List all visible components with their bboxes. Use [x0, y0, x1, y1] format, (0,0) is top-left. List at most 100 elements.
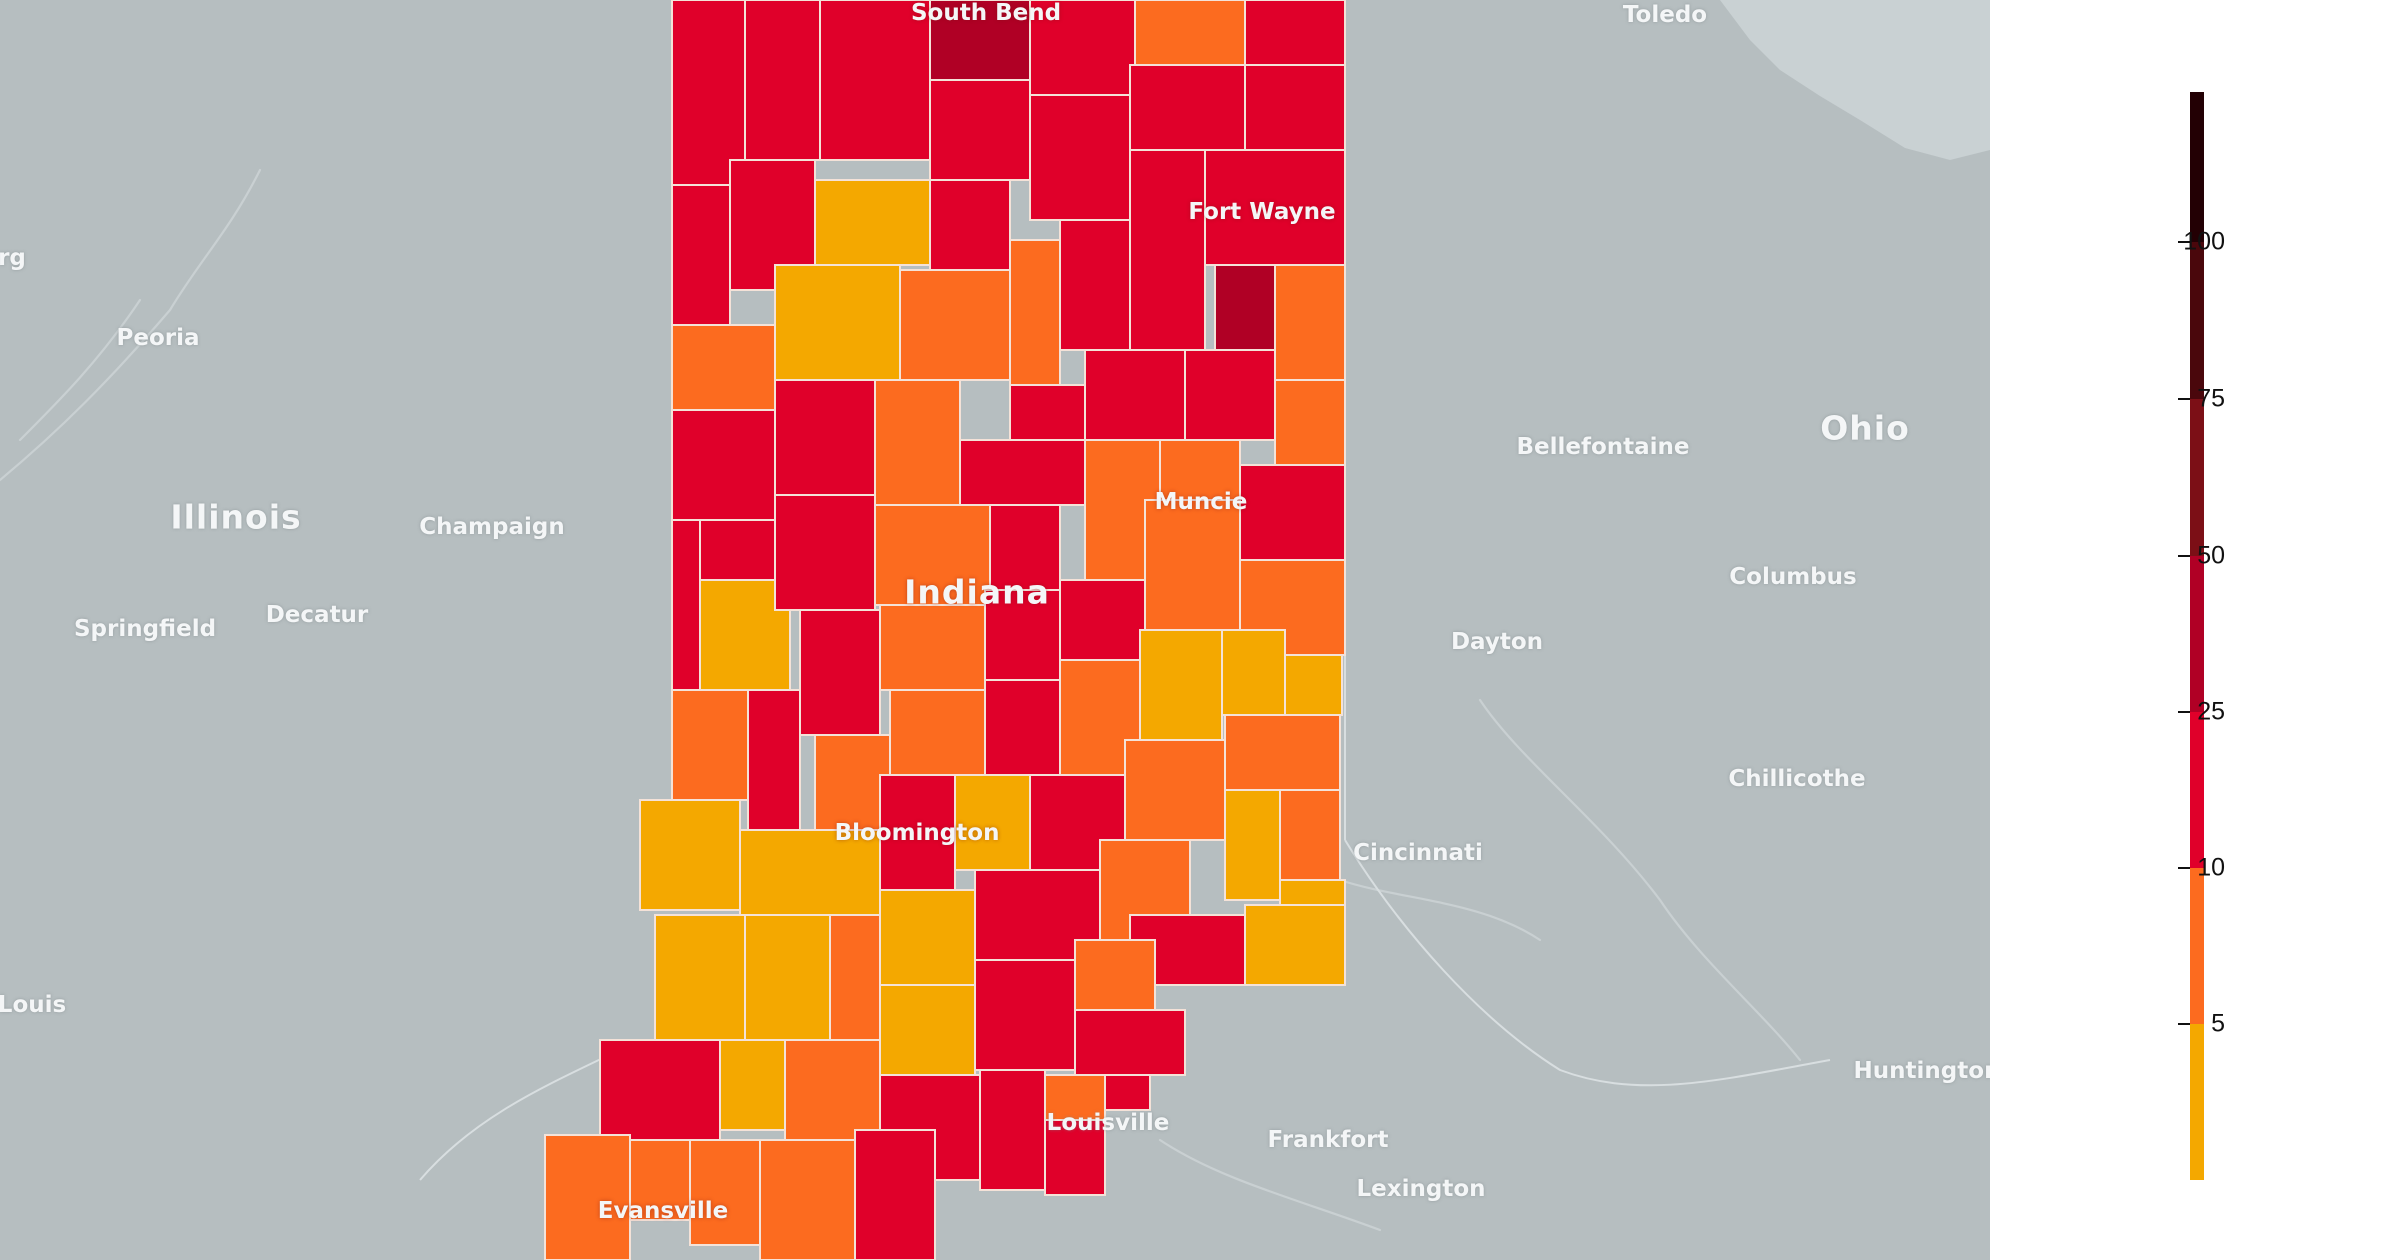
- city-label-frankfort: Frankfort: [1267, 1127, 1389, 1153]
- county-region[interactable]: [699, 519, 776, 581]
- county-region[interactable]: [1284, 654, 1343, 716]
- choropleth-map[interactable]: [0, 0, 1990, 1260]
- county-region[interactable]: [874, 379, 961, 506]
- county-region[interactable]: [1139, 629, 1223, 741]
- county-region[interactable]: [671, 184, 731, 326]
- county-region[interactable]: [1074, 1009, 1186, 1076]
- county-region[interactable]: [959, 439, 1086, 506]
- legend-tick-label: 25: [2197, 697, 2225, 726]
- state-label-illinois: Illinois: [170, 497, 302, 537]
- city-label-columbus: Columbus: [1729, 564, 1857, 590]
- county-region[interactable]: [639, 799, 741, 911]
- county-region[interactable]: [774, 494, 876, 611]
- county-region[interactable]: [1144, 499, 1241, 631]
- legend-bin: [2190, 399, 2204, 556]
- county-region[interactable]: [1244, 904, 1346, 986]
- legend-tick-label: 10: [2197, 853, 2225, 882]
- river-line: [1158, 1138, 1382, 1232]
- county-region[interactable]: [1059, 579, 1146, 661]
- legend-tick-label: 50: [2197, 541, 2225, 570]
- city-label-huntington: Huntington: [1853, 1058, 1990, 1084]
- county-region[interactable]: [671, 409, 776, 521]
- county-region[interactable]: [1104, 1074, 1151, 1111]
- county-region[interactable]: [671, 519, 701, 691]
- county-region[interactable]: [979, 1069, 1046, 1191]
- county-region[interactable]: [1224, 789, 1281, 901]
- lake-erie-water: [1720, 0, 1990, 160]
- county-region[interactable]: [719, 1039, 786, 1131]
- river-line: [1478, 698, 1802, 1062]
- rivers-and-borders: [0, 0, 1831, 1232]
- county-region[interactable]: [774, 264, 901, 381]
- county-region[interactable]: [1134, 0, 1246, 66]
- river-line: [1338, 878, 1542, 942]
- county-region[interactable]: [744, 914, 831, 1041]
- county-region[interactable]: [774, 379, 876, 496]
- county-region[interactable]: [799, 609, 881, 736]
- state-border: [1344, 839, 1831, 1087]
- county-region[interactable]: [889, 689, 986, 776]
- county-region[interactable]: [1059, 219, 1131, 351]
- county-region[interactable]: [1274, 264, 1346, 381]
- county-region[interactable]: [1009, 384, 1086, 441]
- county-region[interactable]: [1084, 349, 1186, 441]
- county-region[interactable]: [879, 604, 986, 691]
- county-region[interactable]: [1239, 464, 1346, 561]
- river-line: [18, 298, 142, 442]
- county-region[interactable]: [879, 889, 976, 986]
- county-region[interactable]: [1129, 149, 1206, 351]
- indiana-counties: [544, 0, 1346, 1260]
- county-region[interactable]: [814, 179, 931, 266]
- county-region[interactable]: [1009, 239, 1061, 386]
- county-region[interactable]: [879, 984, 976, 1076]
- county-region[interactable]: [689, 1139, 761, 1246]
- city-label-louis: Louis: [0, 992, 67, 1018]
- county-region[interactable]: [1124, 739, 1226, 841]
- legend-tick-label: 75: [2197, 384, 2225, 413]
- city-label-chillicothe: Chillicothe: [1728, 766, 1866, 792]
- county-region[interactable]: [1184, 349, 1276, 441]
- county-region[interactable]: [1274, 379, 1346, 466]
- county-region[interactable]: [1244, 64, 1346, 151]
- state-label-ohio: Ohio: [1820, 408, 1910, 448]
- city-label-lexington: Lexington: [1356, 1176, 1486, 1202]
- county-region[interactable]: [759, 1139, 856, 1260]
- county-region[interactable]: [1221, 629, 1286, 716]
- city-label-champaign: Champaign: [419, 514, 565, 540]
- county-region[interactable]: [899, 269, 1011, 381]
- county-region[interactable]: [929, 179, 1011, 271]
- county-region[interactable]: [1074, 939, 1156, 1011]
- county-region[interactable]: [974, 959, 1076, 1071]
- county-region[interactable]: [671, 689, 749, 801]
- county-region[interactable]: [984, 679, 1061, 776]
- county-region[interactable]: [671, 324, 776, 411]
- county-region[interactable]: [544, 1134, 631, 1260]
- county-region[interactable]: [1029, 94, 1131, 221]
- legend-tick-label: 100: [2183, 227, 2225, 256]
- map-panel[interactable]: Illinois Ohio Indiana South Bend Toledo …: [0, 0, 1990, 1260]
- legend-tick-label: 5: [2211, 1009, 2225, 1038]
- county-region[interactable]: [854, 1129, 936, 1260]
- legend-bin: [2190, 556, 2204, 712]
- city-label-evansville: Evansville: [597, 1198, 729, 1224]
- county-region[interactable]: [784, 1039, 881, 1141]
- county-region[interactable]: [829, 914, 881, 1041]
- county-region[interactable]: [1244, 0, 1346, 66]
- color-scale-legend: 100 75 50 25 10 5: [2000, 0, 2400, 1260]
- county-region[interactable]: [654, 914, 746, 1041]
- city-label-rg: rg: [0, 245, 26, 271]
- county-region[interactable]: [599, 1039, 721, 1141]
- city-label-bloomington: Bloomington: [834, 820, 1000, 846]
- city-label-toledo: Toledo: [1622, 2, 1708, 28]
- county-region[interactable]: [747, 689, 801, 831]
- county-region[interactable]: [1129, 64, 1246, 151]
- county-region[interactable]: [1044, 1119, 1106, 1196]
- county-region[interactable]: [671, 0, 746, 186]
- city-label-bellefontaine: Bellefontaine: [1516, 434, 1690, 460]
- county-region[interactable]: [1224, 714, 1341, 791]
- county-region[interactable]: [1279, 789, 1341, 881]
- river-line: [0, 168, 262, 482]
- city-label-decatur: Decatur: [265, 602, 369, 628]
- county-region[interactable]: [929, 79, 1031, 181]
- county-region[interactable]: [744, 0, 821, 161]
